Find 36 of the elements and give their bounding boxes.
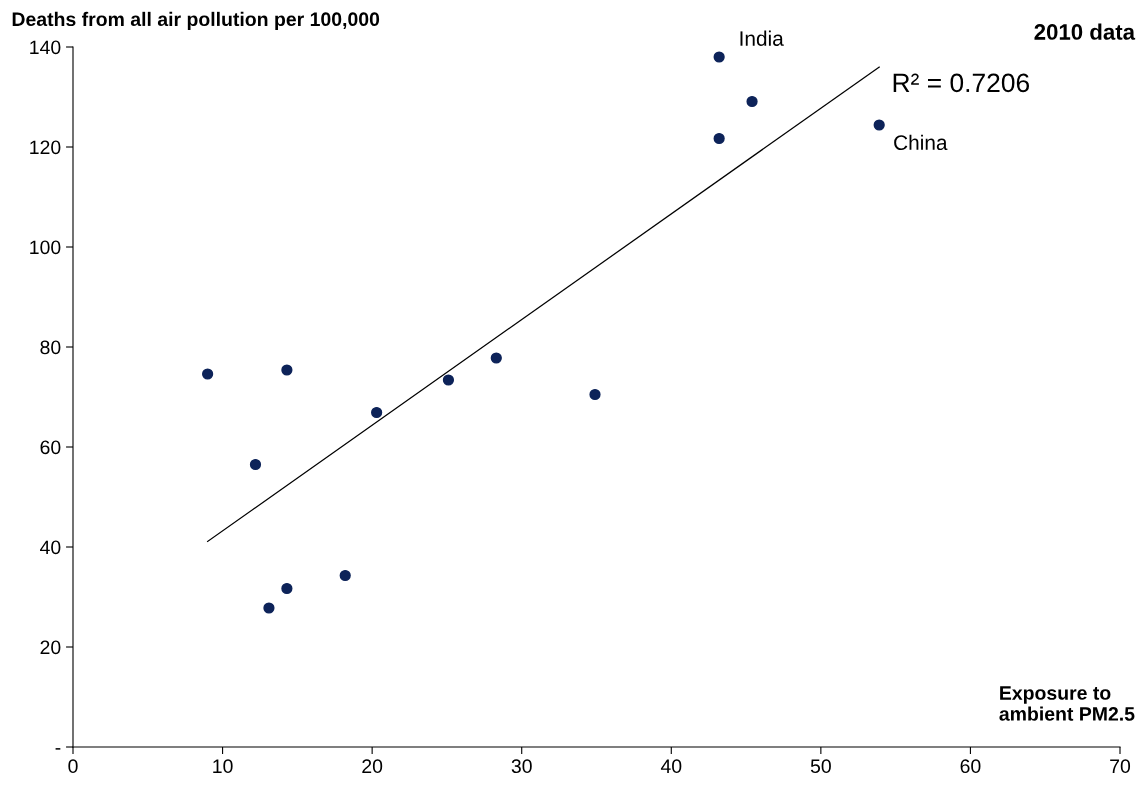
x-tick-label: 60: [960, 759, 981, 774]
point: [713, 51, 725, 63]
y-axis-title: Deaths from all air pollution per 100,000: [12, 11, 380, 30]
x-tick-label: 10: [213, 759, 233, 774]
point: [281, 582, 293, 595]
point: [371, 406, 383, 419]
y-tick-label: -: [55, 748, 61, 750]
point: [442, 374, 455, 386]
point: [339, 569, 351, 582]
y-tick-label: 20: [40, 640, 61, 655]
annotation: China: [894, 134, 948, 151]
x-axis-title: Exposure to ambient PM2.5: [999, 686, 1135, 721]
x-tick-label: 50: [810, 759, 831, 774]
y-tick-label: 100: [30, 240, 61, 255]
x-tick-label: 30: [511, 759, 532, 774]
point: [490, 352, 502, 364]
y-tick-label: 140: [30, 40, 61, 55]
point: [263, 602, 275, 614]
annotation: India: [740, 30, 784, 46]
point: [746, 95, 758, 108]
y-tick-label: 60: [40, 440, 61, 455]
point: [202, 368, 214, 380]
y-tick-label: 80: [40, 340, 61, 355]
y-tick-label: 120: [30, 140, 61, 155]
point: [873, 119, 885, 131]
point: [281, 364, 293, 376]
x-tick-label: 40: [660, 759, 682, 774]
annotation: R² = 0.7206: [893, 73, 1030, 93]
x-tick-label: 70: [1110, 759, 1131, 774]
x-tick-label: 0: [68, 759, 78, 774]
point: [589, 388, 601, 401]
x-tick-label: 20: [362, 759, 383, 774]
point: [713, 132, 725, 145]
y-tick-label: 40: [40, 540, 61, 555]
text: 2010 data: [1034, 23, 1136, 40]
point: [249, 458, 262, 471]
